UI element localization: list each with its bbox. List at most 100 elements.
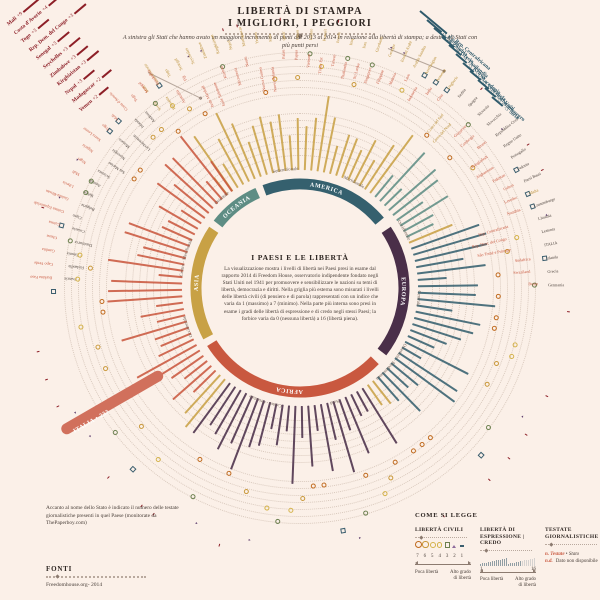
country-label: Burkina Faso	[30, 274, 53, 281]
legend-hatch-bar	[504, 558, 505, 566]
legend-expression-rule	[480, 548, 532, 554]
legend-expression-low: Poca libertà	[480, 576, 504, 582]
civil-liberty-marker	[44, 378, 49, 381]
legend-hatch-bar	[492, 561, 493, 566]
center-text-block: I PAESI E LE LIBERTÀ La visualizzazione …	[220, 253, 380, 323]
grid-ring-outer	[78, 66, 522, 510]
legend-hatch-bar	[528, 559, 529, 566]
legend-press-key1-code: n.	[545, 552, 550, 558]
ranking-country-name: Togo	[20, 32, 33, 45]
sources-rule	[46, 574, 146, 580]
legend-scale-number: 1	[460, 553, 464, 559]
legend-symbol	[429, 535, 436, 553]
legend-hatch-bar	[490, 561, 491, 566]
continent-label: EUROPA	[398, 277, 406, 307]
legend-hatch-bar	[522, 560, 523, 566]
legend-hatch-bar	[488, 562, 489, 566]
legend-symbol	[415, 535, 422, 553]
legend-scale-number: 6	[423, 553, 427, 559]
legend-hatch-bar	[494, 560, 495, 566]
legend-press-heading: TESTATE GIORNALISTICHE	[545, 527, 599, 540]
legend-civil-symbols	[415, 540, 471, 553]
legend-hatch-bar	[534, 558, 535, 566]
civil-liberty-marker	[248, 538, 251, 542]
page-title: LIBERTÀ DI STAMPA	[237, 6, 363, 17]
continent-label: ASIA	[194, 274, 201, 291]
legend-hatch-bar	[516, 562, 517, 566]
footnote-text: Accanto al nome dello Stato è indicato i…	[46, 505, 179, 527]
legend-expression-high: Alto grado di libertà	[514, 576, 536, 588]
civil-liberty-marker	[566, 311, 570, 313]
legend-scale-number: 7	[416, 553, 419, 559]
subregion-label: Orientale	[214, 190, 230, 205]
continent-band	[207, 340, 379, 398]
legend-symbol	[437, 535, 443, 553]
center-body: La visualizzazione mostra i livelli di l…	[221, 266, 379, 322]
grid-ring-outer	[64, 52, 536, 524]
legend-hatch-bar	[526, 560, 527, 566]
civil-liberty-marker	[36, 350, 40, 353]
header-rule	[225, 32, 375, 39]
legend-press: TESTATE GIORNALISTICHE n. Testate • Stat…	[545, 527, 598, 589]
page-header: LIBERTÀ DI STAMPA I MIGLIORI, I PEGGIORI	[0, 6, 600, 39]
legend-hatch-bar	[496, 560, 497, 566]
radial-chart: Mali Costa d'Avorio Togo Senegal Seychelles Z…	[30, 17, 570, 547]
legend-expression-axis	[480, 568, 536, 576]
legend-hatch-bar	[480, 563, 481, 566]
grid-ring-outer	[106, 94, 494, 482]
continent-label: AFRICA	[275, 385, 303, 394]
legend-hatch-bar	[520, 561, 521, 566]
grid-ring-outer	[99, 87, 501, 489]
legend-hatch-bar	[500, 559, 501, 566]
subregion-label: Occidentale	[181, 316, 193, 339]
legend-hatch-bar	[482, 563, 483, 566]
legend-press-key1-label: Testate	[550, 552, 565, 558]
continent-band	[377, 226, 410, 356]
subregion-label: Meridionale	[343, 175, 366, 190]
legend-press-key2: n.d. Dato non disponibile	[545, 558, 598, 565]
legend-press-key1-extra: Stato	[568, 552, 580, 558]
subregion-label: Centro - Meridionale	[179, 238, 194, 277]
country-label: Germania	[547, 282, 565, 288]
center-disc	[207, 195, 393, 381]
legend-symbol	[444, 535, 450, 553]
legend-press-key2-code: n.d.	[545, 559, 553, 565]
subregion-label: Centro - Orientale	[248, 394, 282, 409]
legend-civil-high: Alto grado di libertà	[449, 569, 471, 581]
legend-hatch-bar	[518, 561, 519, 566]
legend-hatch-bar	[510, 563, 511, 566]
legend-hatch-bar	[514, 562, 515, 566]
legend-civil-heading: LIBERTÀ CIVILI	[415, 527, 464, 533]
legend-hatch-bar	[502, 559, 503, 566]
continent-band	[213, 187, 261, 228]
legend-civil-low: Poca libertà	[415, 569, 439, 575]
sources-title: FONTI	[46, 565, 73, 573]
continent-band	[190, 226, 219, 340]
subregion-label: Occidentale	[397, 219, 412, 241]
subregion-label: Nord	[329, 398, 340, 406]
legend-civil-rule	[415, 535, 467, 541]
legend-hatch-bar	[486, 562, 487, 566]
legend-press-key2-label: Dato non disponibile	[555, 559, 598, 565]
legend-hatch-bar	[506, 558, 507, 566]
legend-expression-hatch	[480, 558, 536, 566]
legend-hatch-bar	[498, 560, 499, 566]
civil-liberty-marker	[218, 543, 221, 547]
legend-scale-number: 3	[445, 553, 449, 559]
sources-value: Freedomhouse.org- 2014	[46, 582, 103, 588]
legend-civil-axis	[415, 560, 471, 568]
legend-hatch-bar	[524, 560, 525, 566]
grid-ring-outer	[85, 73, 515, 503]
grid-ring-outer	[92, 80, 508, 496]
legend-scale-number: 2	[453, 553, 456, 559]
header-description: A sinistra gli Stati che hanno avuto un …	[122, 34, 478, 49]
legend-press-rule	[545, 542, 597, 547]
center-title: I PAESI E LE LIBERTÀ	[251, 253, 349, 263]
legend-press-key1-sep: •	[565, 552, 568, 558]
legend-scale-number: 4	[438, 553, 441, 559]
legend-symbol	[422, 535, 429, 553]
